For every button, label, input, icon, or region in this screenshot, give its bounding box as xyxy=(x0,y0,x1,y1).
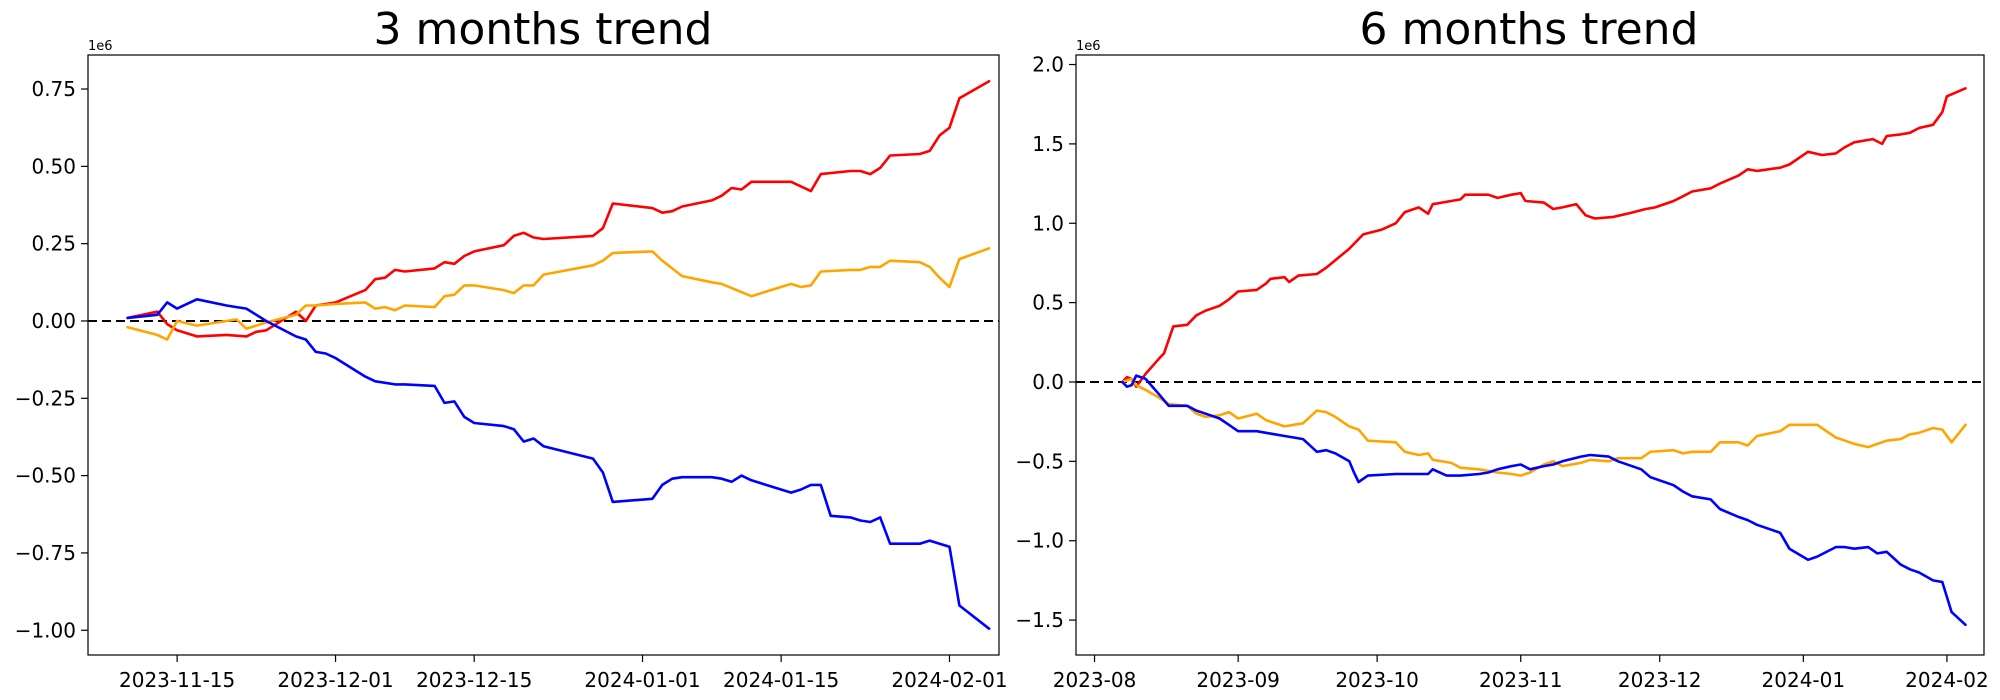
series-line-1 xyxy=(126,80,991,338)
y-tick-label: −1.00 xyxy=(15,618,76,642)
y-tick-label: −1.0 xyxy=(1015,529,1064,553)
y-tick-label: 1.0 xyxy=(1032,211,1064,235)
x-tick-label: 2023-12 xyxy=(1618,668,1702,692)
x-tick-label: 2024-02 xyxy=(1905,668,1989,692)
y-tick-label: −0.5 xyxy=(1015,449,1064,473)
y-tick-label: 0.25 xyxy=(31,232,76,256)
y-tick-label: 0.0 xyxy=(1032,370,1064,394)
y-tick-label: 0.75 xyxy=(31,77,76,101)
plot-area xyxy=(88,80,999,630)
plot-frame xyxy=(1075,54,1985,656)
series-line-2 xyxy=(126,247,991,341)
y-tick-label: 2.0 xyxy=(1032,53,1064,77)
chart-title: 3 months trend xyxy=(374,4,713,55)
x-tick-label: 2024-01-15 xyxy=(723,668,839,692)
x-tick-label: 2024-02-01 xyxy=(891,668,1007,692)
x-tick-label: 2023-11-15 xyxy=(119,668,235,692)
plot-frame xyxy=(87,54,1000,656)
x-tick-label: 2023-08 xyxy=(1053,668,1137,692)
series-line-2 xyxy=(1121,377,1967,477)
series-line-1 xyxy=(1121,87,1967,388)
y-offset-label: 1e6 xyxy=(1076,39,1101,54)
y-tick-label: 0.00 xyxy=(31,309,76,333)
x-tick-label: 2024-01-01 xyxy=(584,668,700,692)
chart-6-months: 6 months trend 1e6 −1.5 −1.0 −0.5 0.0 0.5 1.0… xyxy=(1015,4,1988,692)
x-tick-label: 2023-12-01 xyxy=(277,668,393,692)
plot-area xyxy=(1076,87,1984,627)
chart-3-months: 3 months trend 1e6 −1.00 −0.75 −0.50 −0.25 0… xyxy=(15,4,1008,692)
y-tick-label: −0.25 xyxy=(15,386,76,410)
y-tick-label: 0.50 xyxy=(31,154,76,178)
y-tick-label: −0.50 xyxy=(15,464,76,488)
x-tick-label: 2023-11 xyxy=(1479,668,1563,692)
chart-title: 6 months trend xyxy=(1360,4,1699,55)
series-line-3 xyxy=(1121,374,1967,627)
x-tick-label: 2023-09 xyxy=(1196,668,1280,692)
y-tick-label: −0.75 xyxy=(15,541,76,565)
y-offset-label: 1e6 xyxy=(88,39,113,54)
y-tick-label: −1.5 xyxy=(1015,608,1064,632)
series-line-3 xyxy=(126,298,991,630)
x-tick-label: 2023-12-15 xyxy=(416,668,532,692)
x-tick-label: 2023-10 xyxy=(1335,668,1419,692)
y-tick-label: 0.5 xyxy=(1032,291,1064,315)
x-tick-label: 2024-01 xyxy=(1762,668,1846,692)
y-tick-label: 1.5 xyxy=(1032,132,1064,156)
